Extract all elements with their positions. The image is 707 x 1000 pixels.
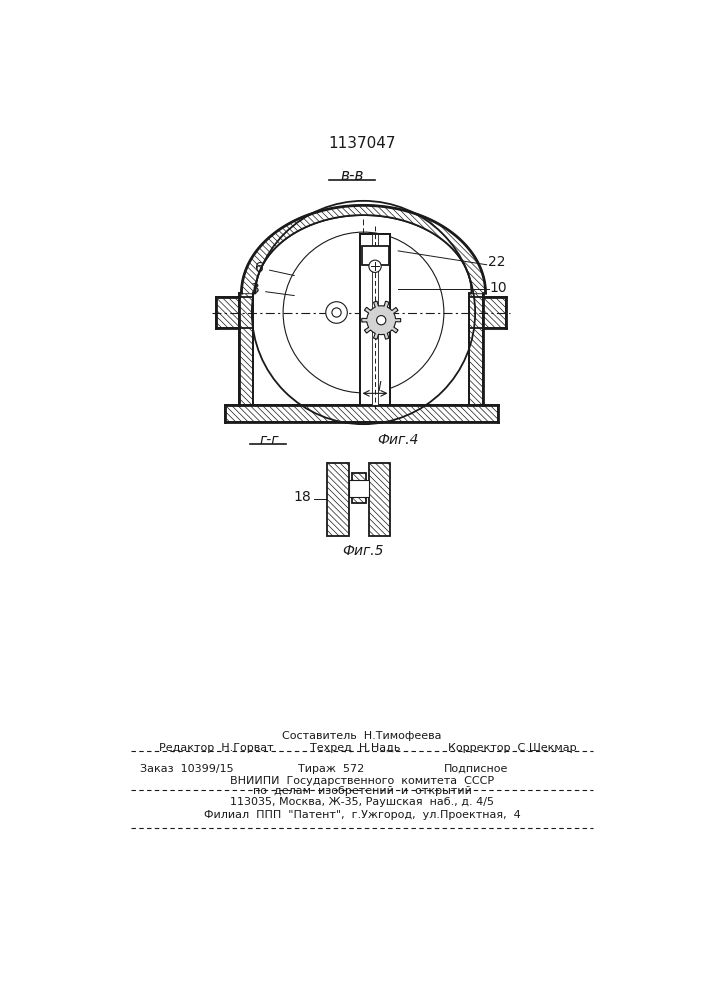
Text: Техред  Н.Надь: Техред Н.Надь [310, 743, 400, 753]
Text: Тираж  572: Тираж 572 [298, 764, 364, 774]
Bar [360, 234, 390, 405]
Text: г-г: г-г [259, 433, 279, 447]
Bar [369, 463, 390, 536]
Text: 10: 10 [489, 281, 507, 295]
Polygon shape [242, 205, 486, 293]
Text: Подписное: Подписное [444, 764, 509, 774]
Text: в-в: в-в [340, 168, 363, 183]
Bar [327, 463, 349, 536]
Bar [360, 234, 390, 405]
Text: Фиг.4: Фиг.4 [378, 433, 419, 447]
Bar [225, 405, 498, 422]
Text: Редактор  Н.Горват: Редактор Н.Горват [160, 743, 274, 753]
Text: ВНИИПИ  Государственного  комитета  СССР: ВНИИПИ Государственного комитета СССР [230, 776, 494, 786]
Bar [362, 246, 389, 265]
Text: по  делам  изобретений  и  открытий: по делам изобретений и открытий [252, 786, 472, 796]
Bar [360, 234, 390, 405]
Bar [483, 297, 506, 328]
Text: Заказ  10399/15: Заказ 10399/15 [140, 764, 234, 774]
Circle shape [377, 316, 386, 325]
Bar [239, 293, 252, 405]
Text: 3: 3 [251, 282, 260, 296]
Bar [349, 480, 369, 497]
Text: Корректор  С.Шекмар: Корректор С.Шекмар [448, 743, 577, 753]
Text: 22: 22 [488, 255, 506, 269]
Circle shape [332, 308, 341, 317]
Text: l: l [377, 381, 380, 394]
Polygon shape [362, 301, 401, 339]
Text: Фиг.5: Фиг.5 [343, 544, 384, 558]
Bar [372, 234, 378, 405]
Circle shape [369, 260, 381, 272]
Text: 113035, Москва, Ж-35, Раушская  наб., д. 4/5: 113035, Москва, Ж-35, Раушская наб., д. … [230, 797, 494, 807]
Circle shape [326, 302, 347, 323]
Text: 1137047: 1137047 [328, 136, 396, 151]
Bar [352, 473, 366, 503]
PathPatch shape [242, 205, 486, 293]
Text: 18: 18 [294, 490, 312, 504]
Text: 6: 6 [255, 261, 264, 275]
Text: Составитель  Н.Тимофеева: Составитель Н.Тимофеева [282, 731, 442, 741]
Bar [469, 293, 483, 405]
Text: Филиал  ППП  "Патент",  г.Ужгород,  ул.Проектная,  4: Филиал ППП "Патент", г.Ужгород, ул.Проек… [204, 810, 520, 820]
Bar [216, 297, 239, 328]
